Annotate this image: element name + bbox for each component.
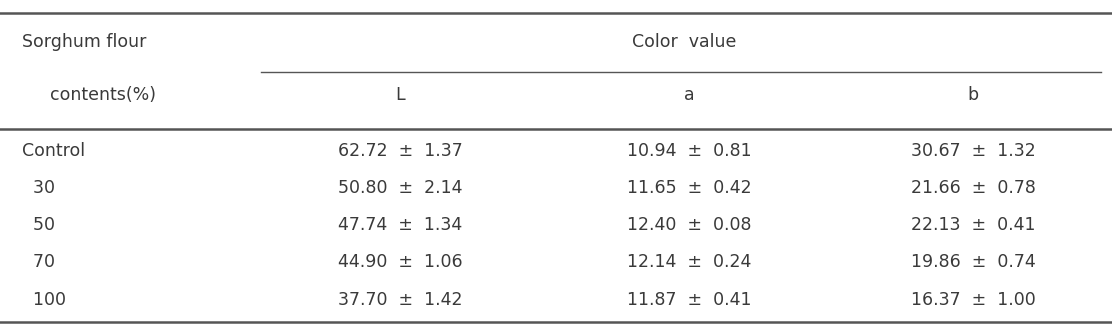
Text: Color  value: Color value <box>632 33 736 51</box>
Text: 19.86  ±  0.74: 19.86 ± 0.74 <box>911 254 1035 271</box>
Text: L: L <box>396 86 405 105</box>
Text: 100: 100 <box>22 291 67 309</box>
Text: 30: 30 <box>22 179 56 197</box>
Text: 50.80  ±  2.14: 50.80 ± 2.14 <box>338 179 463 197</box>
Text: 11.87  ±  0.41: 11.87 ± 0.41 <box>627 291 752 309</box>
Text: Control: Control <box>22 142 86 160</box>
Text: 70: 70 <box>22 254 56 271</box>
Text: 37.70  ±  1.42: 37.70 ± 1.42 <box>338 291 463 309</box>
Text: 22.13  ±  0.41: 22.13 ± 0.41 <box>911 216 1035 234</box>
Text: 12.40  ±  0.08: 12.40 ± 0.08 <box>627 216 752 234</box>
Text: 12.14  ±  0.24: 12.14 ± 0.24 <box>627 254 752 271</box>
Text: 62.72  ±  1.37: 62.72 ± 1.37 <box>338 142 463 160</box>
Text: 50: 50 <box>22 216 56 234</box>
Text: 21.66  ±  0.78: 21.66 ± 0.78 <box>911 179 1035 197</box>
Text: 47.74  ±  1.34: 47.74 ± 1.34 <box>338 216 463 234</box>
Text: b: b <box>967 86 979 105</box>
Text: Sorghum flour: Sorghum flour <box>22 33 147 51</box>
Text: 44.90  ±  1.06: 44.90 ± 1.06 <box>338 254 463 271</box>
Text: 30.67  ±  1.32: 30.67 ± 1.32 <box>911 142 1035 160</box>
Text: 11.65  ±  0.42: 11.65 ± 0.42 <box>627 179 752 197</box>
Text: 16.37  ±  1.00: 16.37 ± 1.00 <box>911 291 1035 309</box>
Text: a: a <box>684 86 695 105</box>
Text: contents(%): contents(%) <box>39 86 156 105</box>
Text: 10.94  ±  0.81: 10.94 ± 0.81 <box>627 142 752 160</box>
